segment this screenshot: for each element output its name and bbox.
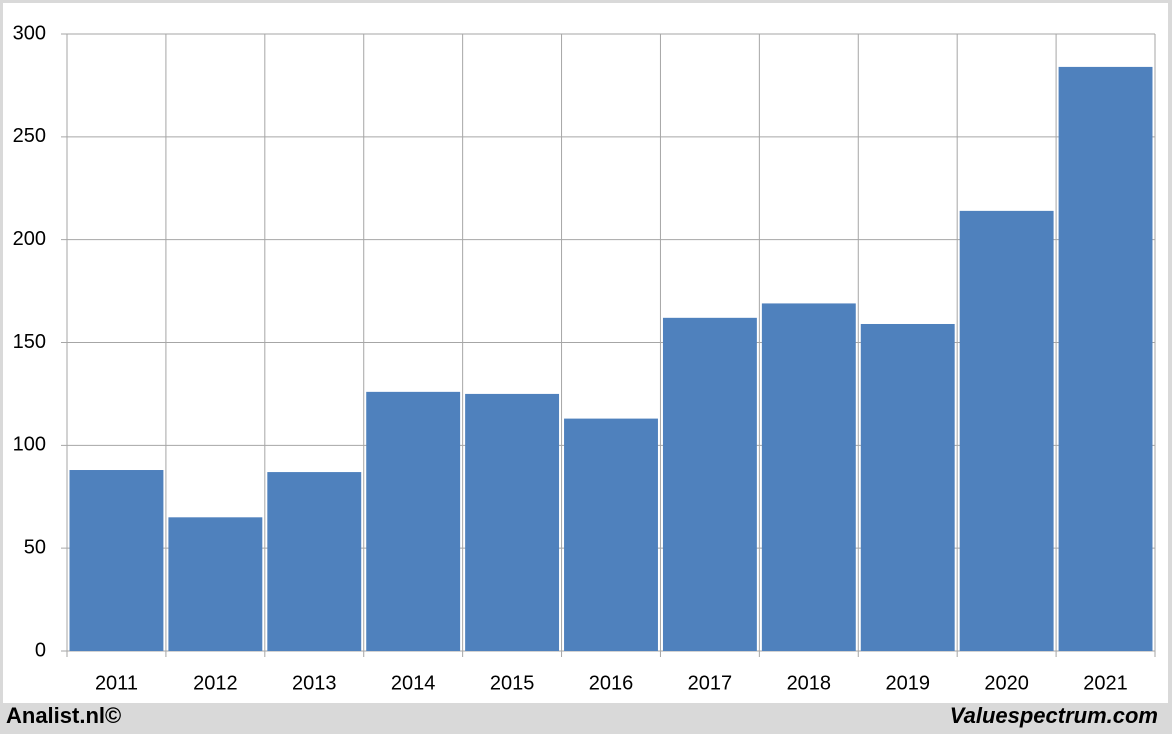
x-tick-label: 2014 (391, 672, 436, 694)
y-tick-label: 0 (35, 639, 46, 661)
footer-right: Valuespectrum.com (950, 703, 1158, 728)
bar (959, 210, 1054, 651)
x-tick-label: 2012 (193, 672, 238, 694)
bar (69, 470, 164, 651)
x-tick-label: 2016 (589, 672, 634, 694)
y-tick-label: 100 (13, 434, 46, 456)
x-tick-label: 2021 (1083, 672, 1128, 694)
bar (465, 393, 560, 651)
bar (267, 472, 362, 651)
x-tick-label: 2015 (490, 672, 535, 694)
bar (564, 418, 658, 651)
y-tick-label: 200 (13, 228, 46, 250)
x-tick-label: 2018 (787, 672, 832, 694)
bar (860, 323, 955, 651)
x-tick-label: 2019 (885, 672, 930, 694)
y-tick-label: 50 (24, 536, 46, 558)
y-tick-label: 250 (13, 125, 46, 147)
bar (366, 391, 461, 651)
x-tick-label: 2020 (984, 672, 1029, 694)
footer-left: Analist.nl© (6, 703, 121, 728)
bar (168, 517, 263, 651)
x-tick-label: 2013 (292, 672, 337, 694)
x-tick-label: 2011 (95, 672, 138, 694)
y-tick-label: 150 (13, 331, 46, 353)
bar (1058, 66, 1153, 651)
x-tick-label: 2017 (688, 672, 733, 694)
y-tick-label: 300 (13, 22, 46, 44)
bar (662, 317, 757, 651)
bar (761, 303, 856, 651)
